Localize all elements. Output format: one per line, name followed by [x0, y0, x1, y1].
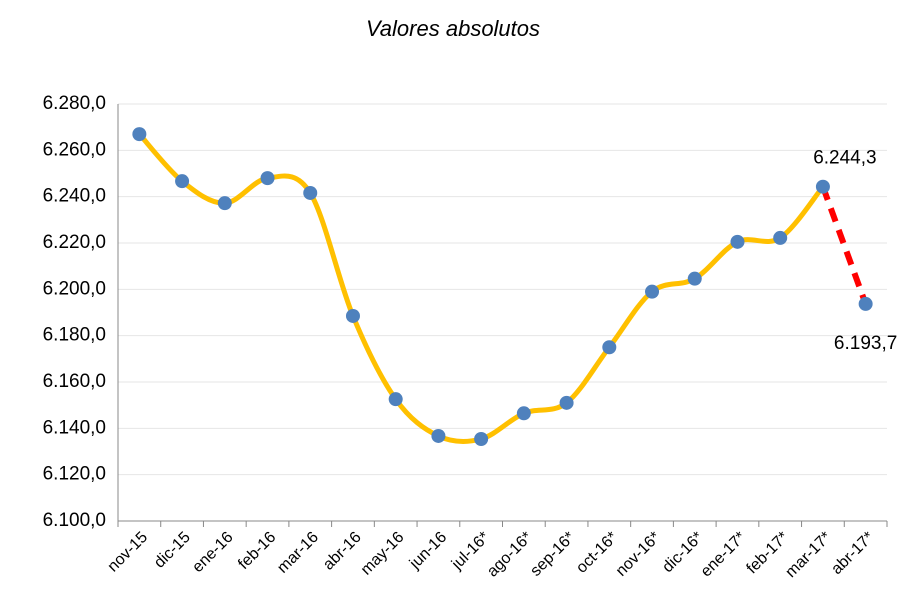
marker — [345, 308, 360, 323]
marker — [645, 284, 660, 299]
y-tick-label: 6.120,0 — [43, 464, 106, 485]
data-label: 6.193,7 — [834, 333, 897, 354]
marker — [730, 234, 745, 249]
y-tick-label: 6.200,0 — [43, 278, 106, 299]
x-tick-label: ene-16 — [189, 529, 236, 576]
x-tick-label: may-16 — [358, 529, 408, 579]
x-tick-label: abr-17* — [828, 529, 877, 578]
marker — [858, 296, 873, 311]
y-tick-label: 6.260,0 — [43, 139, 106, 160]
series-line — [136, 131, 826, 444]
marker — [431, 428, 446, 443]
y-tick-label: 6.280,0 — [43, 93, 106, 114]
y-tick-label: 6.180,0 — [43, 325, 106, 346]
marker — [815, 179, 830, 194]
y-tick-label: 6.160,0 — [43, 371, 106, 392]
marker — [687, 271, 702, 286]
y-tick-label: 6.100,0 — [43, 510, 106, 531]
marker — [175, 174, 190, 189]
chart-title: Valores absolutos — [366, 16, 540, 41]
x-tick-label: ene-17* — [698, 529, 750, 581]
marker — [388, 392, 403, 407]
marker — [217, 196, 232, 211]
x-tick-label: nov-16* — [613, 529, 664, 580]
y-tick-label: 6.240,0 — [43, 186, 106, 207]
x-tick-label: jun-16 — [406, 529, 450, 573]
marker — [132, 127, 147, 142]
marker — [303, 185, 318, 200]
last-segment — [820, 185, 869, 305]
y-tick-label: 6.140,0 — [43, 417, 106, 438]
marker — [474, 431, 489, 446]
marker — [773, 230, 788, 245]
x-tick-label: mar-17* — [782, 529, 834, 581]
x-tick-label: nov-15 — [105, 529, 152, 576]
x-tick-label: dic-15 — [151, 529, 194, 572]
x-tick-label: mar-16 — [274, 529, 322, 577]
marker — [602, 340, 617, 355]
x-tick-label: sep-16* — [527, 529, 578, 580]
data-label: 6.244,3 — [813, 148, 876, 169]
marker — [559, 395, 574, 410]
x-tick-label: feb-16 — [235, 529, 279, 573]
y-tick-label: 6.220,0 — [43, 232, 106, 253]
marker — [516, 406, 531, 421]
marker — [260, 171, 275, 186]
x-tick-label: ago-16* — [484, 529, 536, 581]
